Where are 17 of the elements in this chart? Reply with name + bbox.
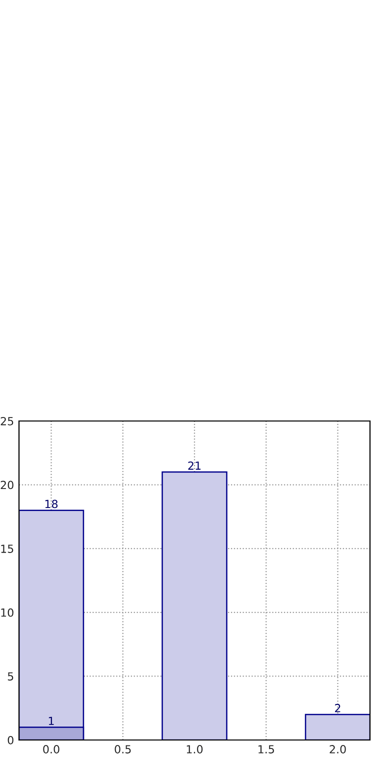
bar	[304, 714, 370, 740]
y-tick-label: 0	[8, 736, 14, 744]
y-tick-label: 5	[8, 672, 14, 681]
y-tick-label: 20	[0, 480, 14, 490]
bar	[162, 471, 228, 740]
data-label: 2	[335, 704, 340, 712]
data-label: 1	[48, 716, 54, 725]
x-tick-label: 0.0	[43, 745, 60, 754]
y-tick-label: 25	[0, 416, 14, 426]
x-tick-label: 1.5	[258, 745, 274, 754]
x-tick-label: 2.0	[330, 745, 346, 754]
data-label: 18	[45, 500, 58, 508]
y-tick-label: 10	[1, 608, 14, 617]
data-label: 21	[188, 461, 201, 470]
x-tick-label: 1.0	[186, 745, 203, 754]
x-tick-label: 0.5	[114, 745, 131, 754]
y-tick-label: 15	[1, 544, 14, 553]
